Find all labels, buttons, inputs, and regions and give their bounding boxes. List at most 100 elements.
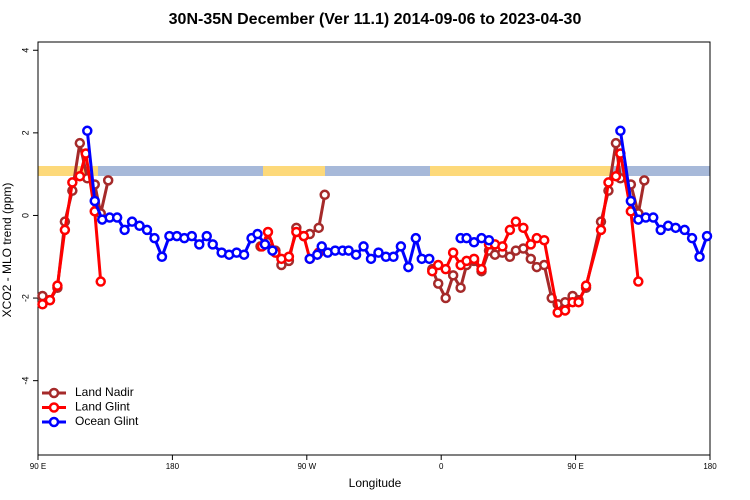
point <box>37 299 48 310</box>
point <box>262 226 274 238</box>
legend-label: Ocean Glint <box>75 414 139 428</box>
point <box>74 170 86 182</box>
point <box>468 237 480 248</box>
point <box>238 249 250 260</box>
point <box>267 245 278 256</box>
point <box>156 251 168 263</box>
point <box>67 177 78 188</box>
point <box>403 261 414 273</box>
point <box>633 276 644 287</box>
x-tick-label: 180 <box>703 462 717 471</box>
point <box>455 282 466 293</box>
land-band <box>38 166 98 176</box>
point <box>525 253 537 265</box>
point <box>701 230 713 242</box>
point <box>59 224 71 236</box>
point <box>201 230 212 242</box>
point <box>259 239 271 250</box>
point <box>350 249 362 260</box>
point <box>432 278 444 289</box>
point <box>461 232 472 244</box>
y-tick-label: 2 <box>20 130 30 135</box>
point <box>483 234 495 246</box>
chart-title: 30N-35N December (Ver 11.1) 2014-09-06 t… <box>169 11 582 28</box>
point <box>298 230 310 242</box>
x-tick-label: 180 <box>166 462 180 471</box>
point <box>432 259 444 271</box>
point <box>424 253 435 265</box>
point <box>595 224 607 236</box>
point <box>504 251 516 263</box>
point <box>194 239 205 250</box>
point <box>141 224 153 236</box>
point <box>504 224 516 236</box>
point <box>395 241 407 252</box>
point <box>304 253 316 265</box>
point <box>343 245 354 256</box>
point <box>518 222 529 234</box>
point <box>610 137 622 149</box>
point <box>149 232 160 244</box>
point <box>291 226 302 238</box>
land-band <box>498 166 612 176</box>
point <box>186 230 198 242</box>
legend-marker <box>48 402 60 413</box>
point <box>358 241 369 252</box>
point <box>388 251 399 263</box>
land-band <box>430 166 498 176</box>
point <box>476 263 487 275</box>
point <box>538 234 550 246</box>
legend-label: Land Glint <box>75 400 130 414</box>
point <box>373 247 384 258</box>
point <box>625 195 637 207</box>
x-tick-label: 0 <box>439 462 444 471</box>
point <box>44 294 56 306</box>
point <box>313 222 324 234</box>
point <box>468 253 480 265</box>
legend-marker <box>48 416 60 428</box>
point <box>82 125 93 137</box>
plot-frame <box>37 41 711 456</box>
point <box>615 125 626 137</box>
land-band <box>263 166 325 176</box>
point <box>655 224 666 236</box>
point <box>365 253 377 265</box>
ocean-band <box>38 166 710 176</box>
point <box>410 232 422 244</box>
point <box>316 241 327 252</box>
point <box>497 241 508 252</box>
point <box>610 170 622 182</box>
point <box>447 247 459 258</box>
y-tick-label: -4 <box>20 377 30 385</box>
x-axis-label: Longitude <box>349 476 402 490</box>
point <box>134 220 145 232</box>
x-tick-label: 90 W <box>297 462 316 471</box>
point <box>95 276 106 287</box>
point <box>111 212 123 223</box>
point <box>639 175 650 186</box>
point <box>559 305 571 316</box>
legend-marker <box>48 387 60 399</box>
series <box>82 125 713 273</box>
point <box>694 251 705 263</box>
point <box>525 239 537 250</box>
point <box>312 249 323 260</box>
point <box>52 280 63 291</box>
point <box>119 224 130 236</box>
point <box>440 292 451 304</box>
point <box>283 251 295 263</box>
point <box>679 224 690 236</box>
point <box>252 228 263 240</box>
point <box>573 296 584 308</box>
point <box>603 177 614 188</box>
point <box>126 216 138 227</box>
point <box>440 263 451 275</box>
land-mask <box>38 166 710 176</box>
point <box>518 243 529 254</box>
point <box>580 280 592 291</box>
y-tick-label: 0 <box>20 213 30 218</box>
x-tick-label: 90 E <box>30 462 46 471</box>
y-axis-label: XCO2 - MLO trend (ppm) <box>0 183 14 318</box>
x-tick-label: 90 E <box>567 462 583 471</box>
point <box>89 195 100 207</box>
